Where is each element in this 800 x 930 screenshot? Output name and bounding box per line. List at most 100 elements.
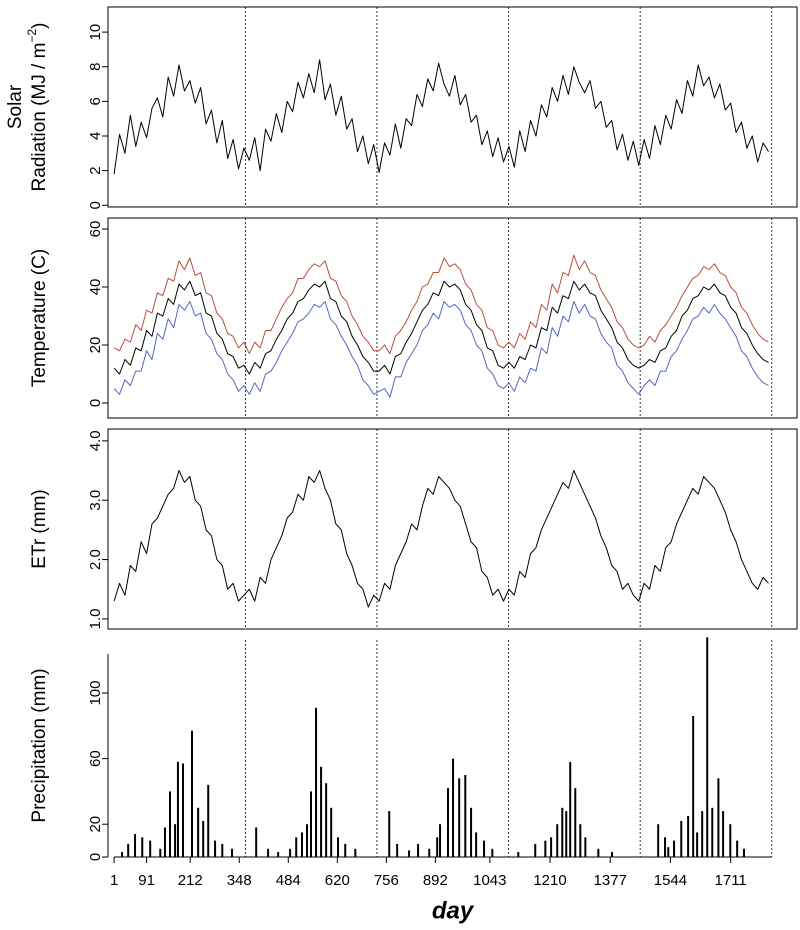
bar (330, 807, 333, 857)
bar (141, 837, 144, 857)
bar (569, 761, 572, 857)
y-axis-label: Solar (5, 84, 26, 129)
x-tick-label: 1711 (715, 872, 747, 889)
bar (231, 848, 234, 857)
bar (121, 852, 124, 857)
bar (309, 791, 312, 857)
bar (584, 837, 587, 857)
y-tick-label: 6 (87, 97, 104, 105)
series-line (113, 254, 769, 355)
bar (579, 824, 582, 857)
bar (337, 837, 340, 857)
x-tick-label: 1210 (533, 872, 566, 889)
y-tick-label: 20 (87, 337, 104, 354)
x-tick-label: 1 (110, 872, 118, 889)
y-tick-label: 0 (87, 853, 104, 861)
y-tick-label: 4 (87, 132, 104, 140)
y-axis-label: Radiation (MJ / m−2) (25, 23, 50, 192)
bar (743, 848, 745, 857)
bar (475, 832, 478, 857)
bar (701, 811, 704, 857)
bar (320, 766, 323, 857)
bar (163, 827, 166, 857)
y-tick-label: 100 (87, 681, 104, 706)
series-line (113, 470, 769, 608)
bar (306, 824, 309, 857)
y-tick-label: 0 (87, 399, 104, 407)
bar (534, 843, 537, 857)
bar (202, 820, 205, 857)
series-line (113, 301, 769, 398)
bar (706, 637, 709, 857)
bar (491, 848, 494, 857)
bar (458, 778, 461, 857)
y-tick-label: 0 (87, 201, 104, 209)
bar (680, 820, 683, 857)
y-axis-label: Temperature (C) (29, 249, 50, 387)
bar (396, 843, 399, 857)
bar (207, 784, 210, 857)
label-superscript: −2 (25, 29, 39, 43)
y-tick-label: 60 (87, 221, 104, 238)
panel-frame (107, 428, 798, 630)
x-tick-label: 892 (423, 872, 448, 889)
bar (729, 824, 732, 857)
bar (176, 761, 179, 857)
bar (464, 775, 467, 857)
bar (315, 707, 318, 857)
bar (289, 848, 292, 857)
bar (452, 758, 455, 857)
series-line (113, 280, 769, 375)
bar (354, 848, 357, 857)
bar (181, 763, 184, 857)
x-axis-label: day (432, 897, 475, 924)
bar (221, 843, 224, 857)
bar (446, 788, 449, 857)
bar (687, 816, 690, 857)
y-tick-label: 3.0 (87, 490, 104, 511)
bar (565, 811, 568, 857)
bar (267, 848, 270, 857)
y-tick-label: 4.0 (87, 430, 104, 451)
x-tick-label: 1377 (594, 872, 627, 889)
label-part: Radiation (MJ / m (29, 43, 50, 192)
bar (417, 843, 420, 857)
bar (428, 848, 431, 857)
bar (556, 824, 559, 857)
y-tick-label: 1.0 (87, 608, 104, 629)
y-axis-label: ETr (mm) (29, 489, 50, 569)
bar (657, 824, 660, 857)
bar (277, 852, 280, 857)
bar (483, 840, 486, 857)
x-tick-label: 484 (276, 872, 301, 889)
bar (667, 847, 670, 857)
x-tick-label: 348 (227, 872, 252, 889)
series-line (113, 59, 769, 175)
y-tick-label: 20 (87, 816, 104, 833)
bar (300, 832, 303, 857)
y-tick-label: 8 (87, 63, 104, 71)
bar (696, 832, 699, 857)
label-part: ) (29, 23, 50, 29)
bar (174, 824, 177, 857)
bar (408, 850, 411, 857)
bar (197, 807, 200, 857)
bar (159, 848, 162, 857)
x-tick-label: 91 (138, 872, 155, 889)
bar (574, 788, 577, 857)
bar (470, 807, 473, 857)
y-tick-label: 40 (87, 279, 104, 296)
bar (711, 807, 714, 857)
bar (597, 848, 600, 857)
x-tick-label: 212 (178, 872, 203, 889)
bar (550, 837, 553, 857)
bar (388, 811, 391, 857)
bar (611, 852, 614, 857)
x-tick-label: 1544 (654, 872, 687, 889)
bar (717, 778, 720, 857)
bar (191, 730, 194, 857)
bar (561, 807, 564, 857)
bar (127, 843, 130, 857)
bar (134, 834, 137, 857)
